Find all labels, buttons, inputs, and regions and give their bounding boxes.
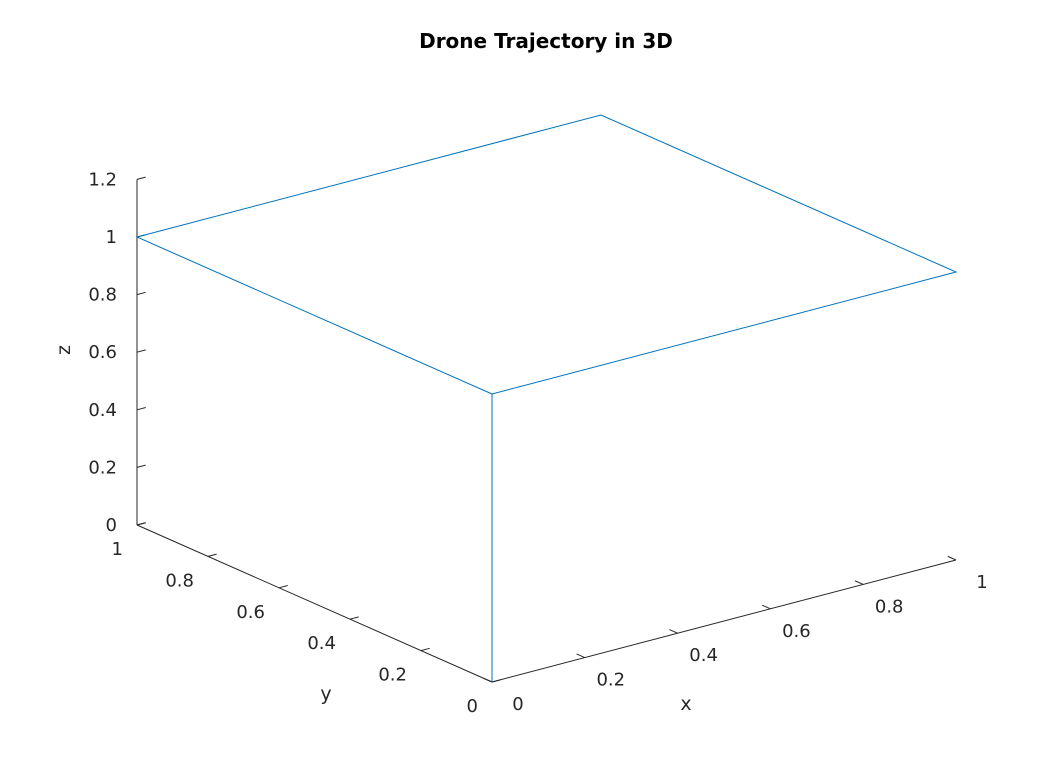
x-tick-mark — [854, 580, 864, 585]
x-tick-label: 0.2 — [596, 670, 625, 691]
x-axis-label: x — [680, 693, 691, 715]
y-tick-mark — [278, 585, 288, 589]
x-tick-mark — [761, 604, 771, 610]
y-tick-label: 0.2 — [378, 665, 407, 686]
x-tick-mark — [669, 629, 678, 634]
x-tick-mark — [576, 653, 586, 659]
x-tick-label: 1 — [976, 572, 987, 593]
z-tick-label: 0.6 — [88, 342, 117, 363]
plot-area — [135, 114, 958, 682]
x-tick-mark — [947, 555, 957, 561]
z-tick-mark — [136, 291, 146, 296]
x-tick-label: 0.8 — [875, 596, 904, 617]
y-tick-label: 0 — [467, 696, 478, 717]
x-tick-mark — [483, 677, 493, 683]
y-axis-line — [136, 524, 493, 683]
y-tick-label: 1 — [112, 539, 123, 560]
y-tick-mark — [491, 679, 501, 683]
x-axis-line — [491, 559, 957, 683]
y-axis-label: y — [320, 683, 331, 705]
y-tick-label: 0.8 — [165, 570, 194, 591]
z-tick-label: 1.2 — [88, 169, 117, 190]
z-tick-mark — [136, 522, 146, 526]
z-tick-label: 1 — [106, 227, 117, 248]
y-tick-label: 0.4 — [307, 633, 336, 654]
z-tick-mark — [136, 464, 146, 468]
z-tick-label: 0.2 — [88, 457, 117, 478]
y-tick-mark — [420, 647, 430, 652]
x-tick-label: 0.4 — [689, 645, 718, 666]
z-tick-mark — [136, 176, 146, 180]
y-tick-label: 0.6 — [236, 602, 265, 623]
x-tick-label: 0.6 — [782, 621, 811, 642]
z-tick-mark — [136, 349, 146, 353]
z-axis-label: z — [53, 345, 75, 355]
z-tick-mark — [136, 407, 146, 411]
z-tick-label: 0 — [106, 515, 117, 536]
chart-title: Drone Trajectory in 3D — [419, 29, 673, 53]
x-tick-label: 0 — [512, 694, 523, 715]
z-tick-label: 0.8 — [88, 285, 117, 306]
y-tick-mark — [207, 553, 217, 557]
y-tick-mark — [349, 616, 359, 620]
z-tick-label: 0.4 — [88, 400, 117, 421]
axes: 0 0.2 0.4 0.6 0.8 1 0 0.2 0.4 0.6 0.8 1 0 0.2 0.4 0.6 0.… — [88, 169, 987, 717]
trajectory-line — [135, 114, 958, 682]
